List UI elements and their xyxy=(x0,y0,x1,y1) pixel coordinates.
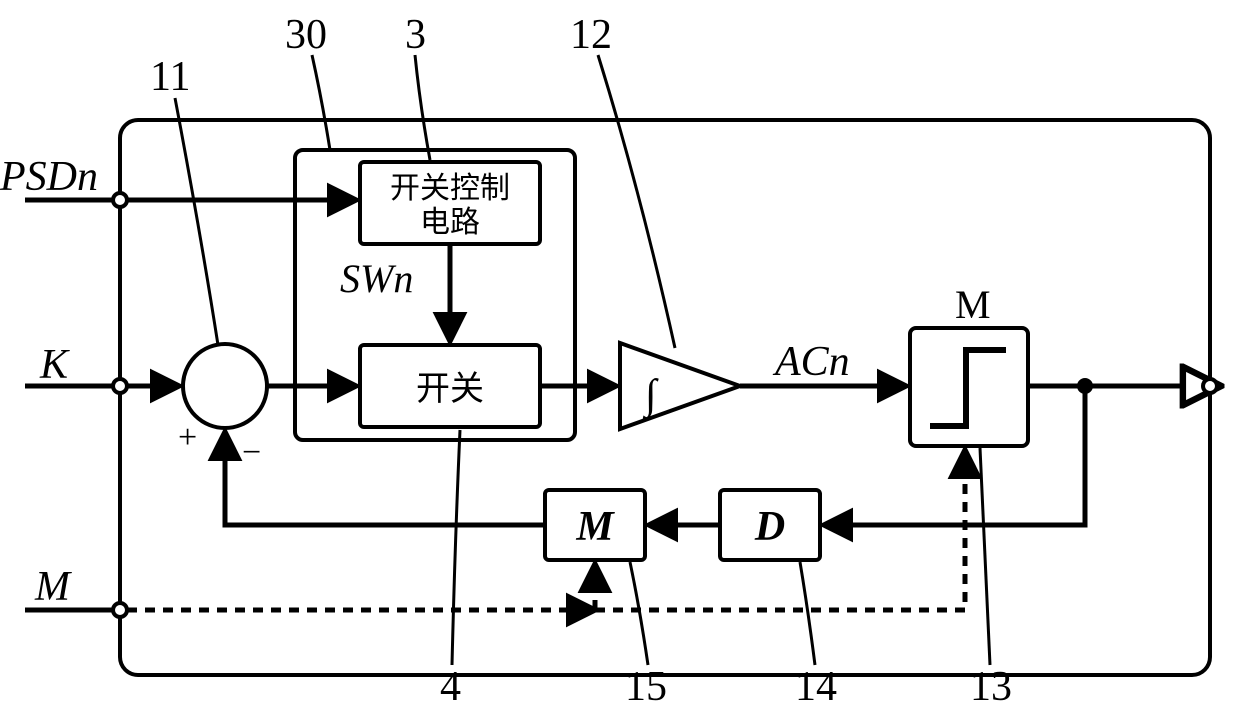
node-k xyxy=(113,379,127,393)
switch-control-label-line1: 开关控制 xyxy=(390,172,510,205)
callout-4: 4 xyxy=(440,664,461,705)
switch-control-label-line2: 电路 xyxy=(420,206,480,239)
node-psdn xyxy=(113,193,127,207)
summing-junction xyxy=(183,344,267,428)
callout-11: 11 xyxy=(150,54,190,100)
comparator-caption: M xyxy=(955,282,991,327)
label-swn: SWn xyxy=(340,256,413,301)
label-k: K xyxy=(39,342,70,388)
node-m xyxy=(113,603,127,617)
label-m-input: M xyxy=(34,564,72,610)
callout-13: 13 xyxy=(970,664,1012,705)
label-acn: ACn xyxy=(772,339,850,385)
port-out xyxy=(1203,379,1217,393)
integrator-symbol: ∫ xyxy=(642,372,659,420)
delay-label: D xyxy=(754,504,785,550)
switch-label: 开关 xyxy=(416,371,484,408)
callout-14: 14 xyxy=(795,664,837,705)
callout-15: 15 xyxy=(625,664,667,705)
sum-plus: + xyxy=(178,419,197,456)
label-psdn: PSDn xyxy=(0,154,98,200)
callout-30: 30 xyxy=(285,12,327,58)
multiplier-label: M xyxy=(575,504,615,550)
callout-12: 12 xyxy=(570,12,612,58)
callout-3: 3 xyxy=(405,12,426,58)
sum-minus: − xyxy=(242,434,261,471)
